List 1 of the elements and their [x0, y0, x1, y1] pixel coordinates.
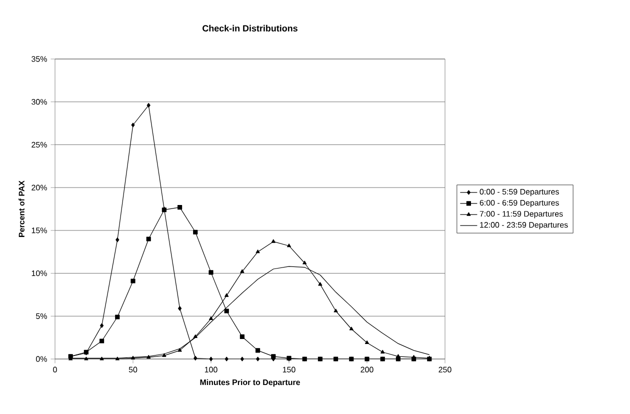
chart-title: Check-in Distributions — [202, 24, 298, 32]
